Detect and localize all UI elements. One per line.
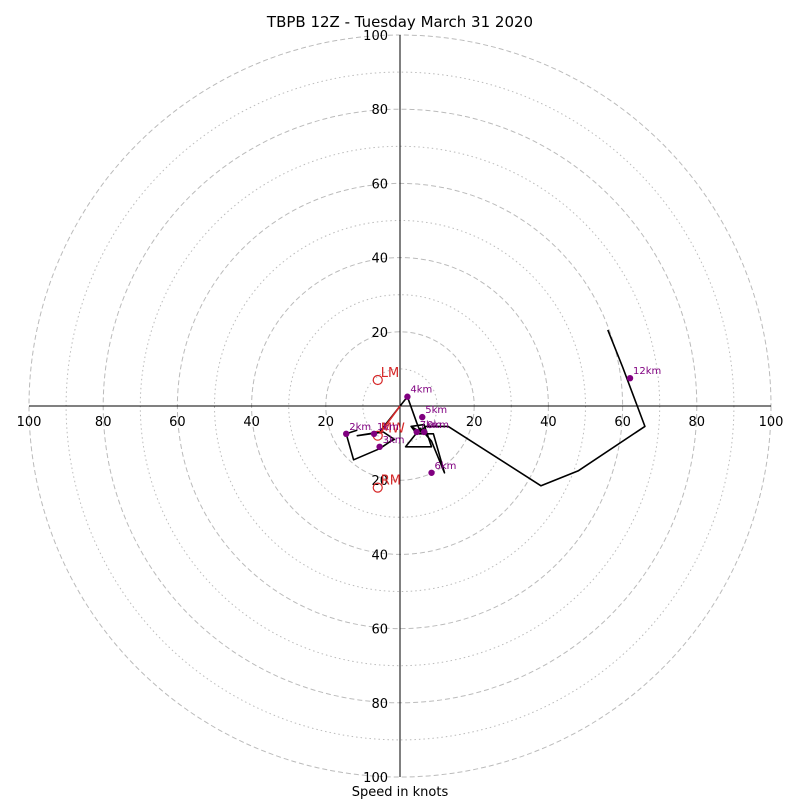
y-tick-label: 60	[371, 623, 388, 638]
height-point	[404, 393, 411, 400]
shear-vector	[378, 405, 401, 435]
height-point-label: 4km	[410, 385, 432, 396]
height-point-label: 1km	[377, 422, 399, 433]
height-point	[419, 413, 426, 421]
y-tick-label: 80	[371, 103, 388, 118]
storm-motion-label: RM	[381, 474, 401, 489]
x-tick-label: 100	[759, 415, 784, 430]
height-point	[428, 469, 435, 476]
height-point-label: 5km	[425, 405, 447, 416]
x-tick-label: 100	[17, 415, 42, 430]
height-point	[376, 443, 383, 451]
height-point-label: 12km	[633, 366, 661, 377]
axis-tick-labels: 100 100 80 80 60 60 40 40 20 20 20 20 40 40 60 60 80 80 10…	[17, 29, 784, 786]
y-tick-label: 60	[371, 177, 388, 192]
x-tick-label: 40	[540, 415, 557, 430]
x-tick-label: 60	[614, 415, 631, 430]
height-point	[413, 428, 420, 436]
y-tick-label: 20	[371, 474, 388, 489]
height-point	[343, 430, 350, 438]
height-point	[370, 430, 378, 438]
y-tick-label: 20	[371, 326, 388, 341]
chart-title: TBPB 12Z - Tuesday March 31 2020	[266, 13, 533, 31]
hodograph-line	[345, 329, 646, 487]
storm-motion-label: MW	[381, 422, 405, 437]
height-point-label: 9km	[427, 420, 449, 431]
x-tick-label: 60	[169, 415, 186, 430]
storm-motion-marker	[372, 482, 383, 493]
y-tick-label: 40	[371, 548, 388, 563]
y-tick-label: 100	[363, 771, 388, 786]
storm-motion-markers: LM MW RM	[372, 366, 405, 493]
storm-motion-marker	[372, 374, 383, 386]
y-tick-label: 40	[371, 252, 388, 267]
height-point	[420, 428, 428, 436]
x-tick-label: 20	[466, 415, 483, 430]
x-tick-label: 40	[243, 415, 260, 430]
height-point-label: 6km	[435, 461, 457, 472]
x-axis-label: Speed in knots	[352, 785, 449, 800]
x-tick-label: 20	[318, 415, 335, 430]
y-tick-label: 100	[363, 29, 388, 44]
height-point-label: 7km	[420, 420, 442, 431]
y-tick-label: 80	[371, 697, 388, 712]
height-point-label: 3km	[383, 435, 405, 446]
height-point	[626, 374, 634, 382]
height-point-label: 2km	[349, 422, 371, 433]
hodograph-trace	[345, 329, 646, 487]
storm-motion-label: LM	[381, 366, 399, 381]
x-tick-label: 80	[95, 415, 112, 430]
x-tick-label: 80	[689, 415, 706, 430]
